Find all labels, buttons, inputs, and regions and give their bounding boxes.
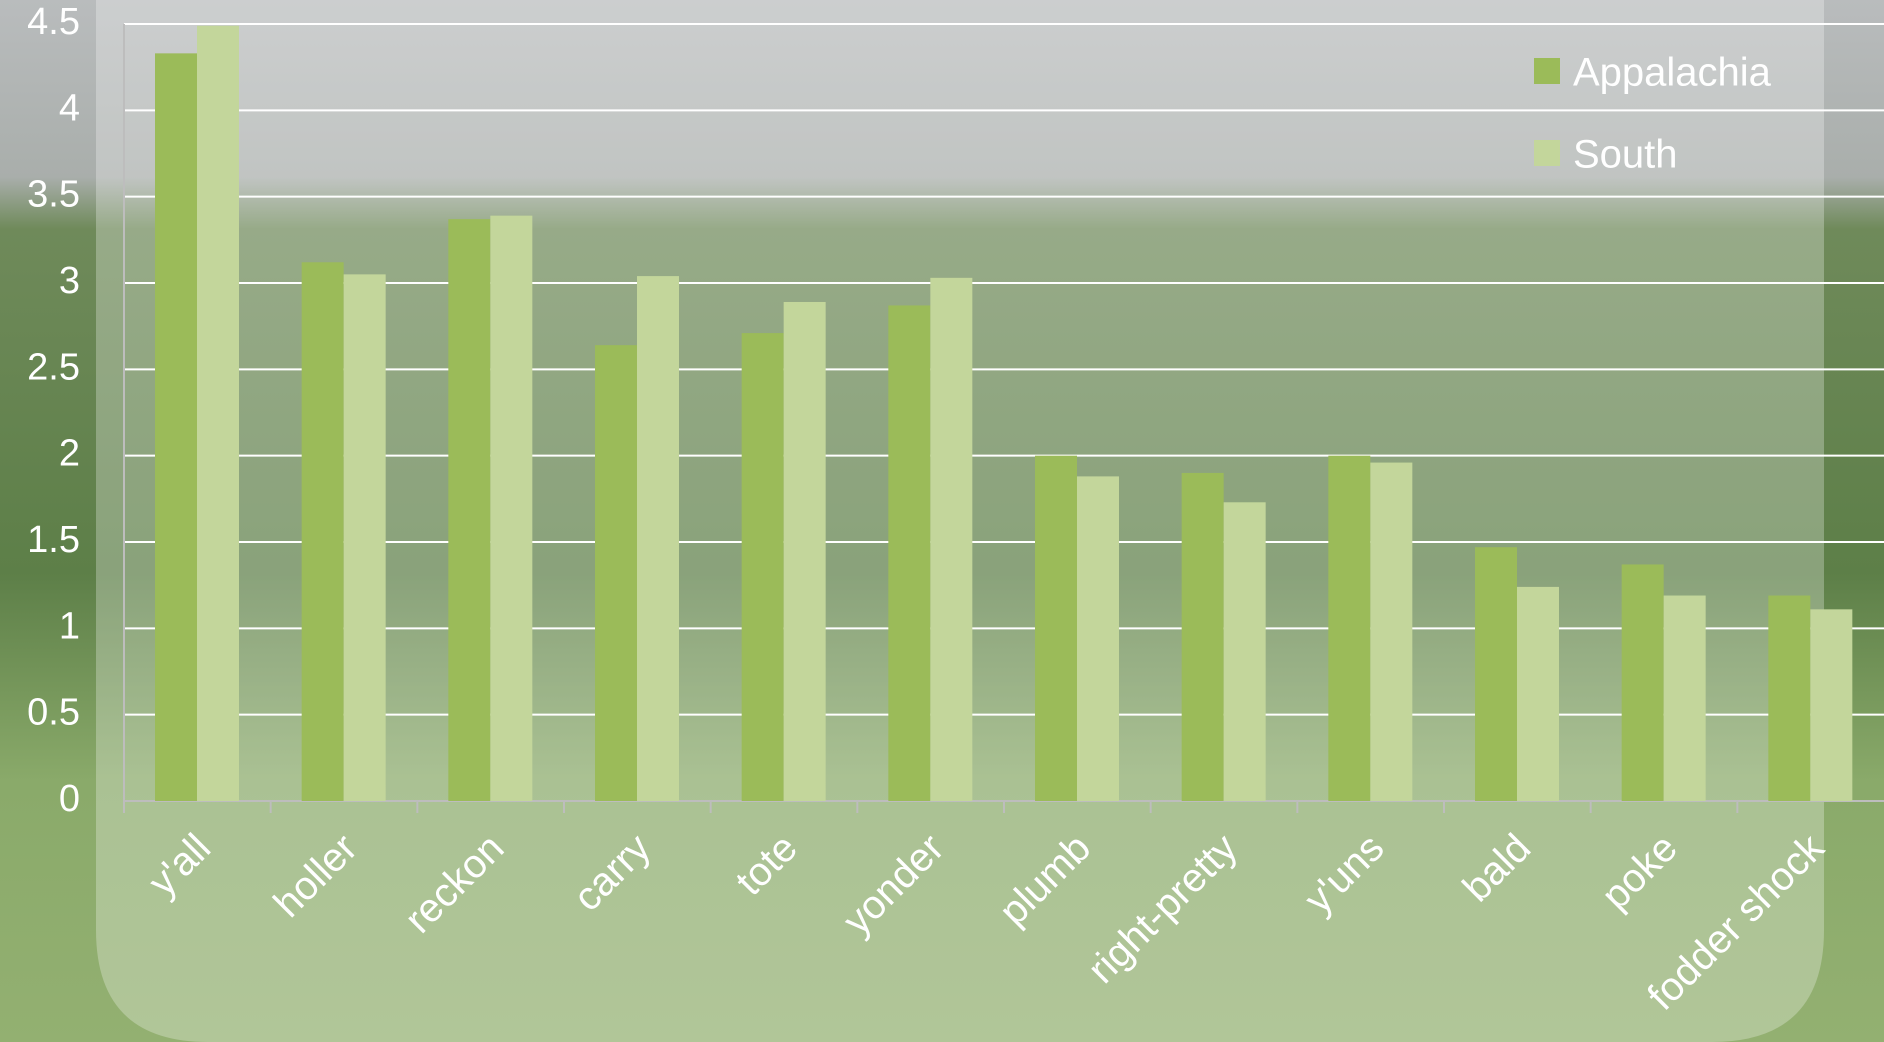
legend-swatch	[1534, 140, 1560, 166]
bar	[1517, 586, 1559, 801]
bar	[1810, 609, 1853, 801]
bar	[1370, 462, 1413, 801]
legend-swatch	[1534, 58, 1560, 84]
legend-label: Appalachia	[1573, 51, 1772, 95]
bar	[301, 262, 344, 801]
y-tick-label: 3.5	[27, 174, 80, 216]
bar	[741, 333, 784, 801]
bar	[1035, 455, 1077, 801]
y-tick-label: 3	[59, 260, 80, 302]
y-tick-label: 1.5	[27, 519, 80, 561]
bar	[930, 277, 973, 801]
bar	[197, 25, 239, 801]
y-tick-label: 1	[59, 605, 80, 647]
bar	[637, 276, 679, 801]
y-tick-label: 0.5	[27, 692, 80, 734]
bar	[448, 219, 491, 801]
bar	[1223, 502, 1266, 801]
bar	[490, 215, 533, 801]
bar	[1663, 595, 1706, 801]
y-tick-label: 4.5	[27, 1, 80, 43]
legend-label: South	[1573, 133, 1678, 177]
bar	[1475, 547, 1517, 801]
y-tick-label: 0	[59, 778, 80, 820]
bar	[1077, 476, 1119, 801]
bar	[783, 301, 826, 801]
bar	[1328, 455, 1371, 801]
bar	[155, 53, 197, 801]
bar	[1181, 472, 1224, 801]
bar	[1768, 595, 1811, 801]
bar	[888, 305, 931, 801]
bar	[1621, 564, 1664, 801]
y-tick-label: 4	[59, 87, 80, 129]
y-tick-label: 2	[59, 433, 80, 475]
y-tick-label: 2.5	[27, 346, 80, 388]
bar	[595, 345, 637, 801]
bar	[343, 274, 386, 801]
